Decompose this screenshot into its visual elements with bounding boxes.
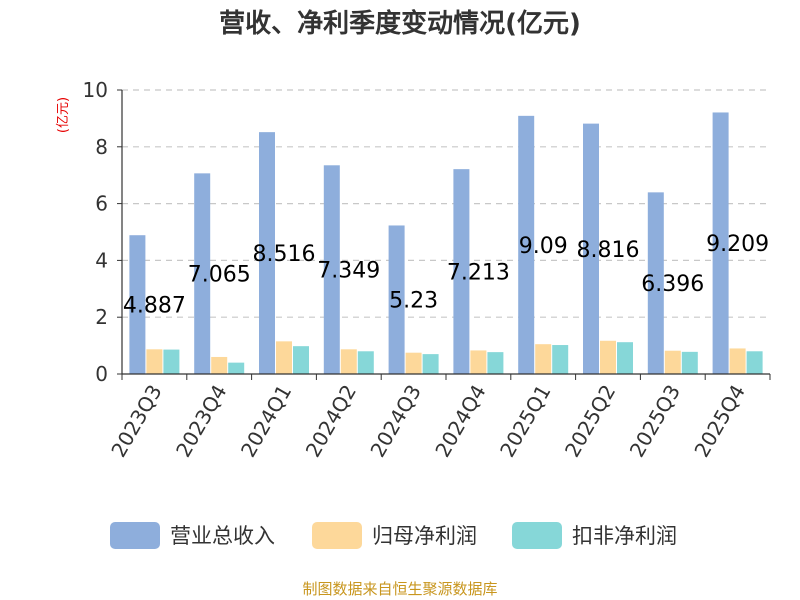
bar — [293, 346, 309, 374]
bar — [518, 115, 535, 375]
bar — [228, 362, 245, 374]
bar — [405, 352, 422, 374]
legend-label: 扣非净利润 — [572, 524, 677, 548]
x-tick-label: 2024Q2 — [301, 381, 361, 462]
data-label: 4.887 — [123, 294, 186, 319]
bar — [746, 351, 763, 374]
y-tick-label: 10 — [83, 78, 108, 102]
data-label: 8.816 — [577, 238, 640, 263]
y-axis: 0 2 4 6 8 10 — [83, 78, 123, 386]
bar — [552, 345, 569, 374]
bar — [357, 351, 374, 374]
chart-title: 营收、净利季度变动情况(亿元) — [219, 8, 581, 39]
data-label: 7.213 — [447, 261, 510, 286]
bar — [664, 350, 681, 374]
y-tick-label: 2 — [95, 305, 108, 329]
y-tick-label: 6 — [95, 192, 108, 216]
bar — [259, 132, 275, 374]
legend-swatch — [312, 522, 362, 549]
bar — [323, 165, 340, 374]
bar — [729, 348, 746, 374]
bar — [129, 235, 146, 374]
y-tick-label: 4 — [95, 248, 108, 272]
y-tick-label: 0 — [95, 362, 108, 386]
data-label: 6.396 — [641, 272, 704, 297]
legend-swatch — [110, 522, 160, 549]
x-tick-label: 2024Q4 — [430, 381, 490, 462]
x-tick-label: 2023Q4 — [171, 381, 231, 462]
bar — [453, 169, 470, 374]
bars — [129, 112, 763, 375]
data-label: 8.516 — [253, 242, 316, 267]
bar — [276, 341, 292, 374]
data-label: 9.09 — [519, 234, 568, 259]
bar — [194, 173, 211, 374]
bar — [681, 351, 698, 374]
bar — [600, 340, 616, 374]
bar — [163, 349, 180, 374]
data-label: 9.209 — [706, 232, 769, 257]
data-label: 5.23 — [389, 289, 438, 314]
bar — [617, 342, 633, 374]
y-axis-unit-label: (亿元) — [56, 97, 71, 133]
data-label: 7.065 — [188, 263, 251, 288]
x-tick-label: 2024Q1 — [236, 381, 296, 462]
legend-label: 归母净利润 — [372, 524, 477, 548]
bar — [388, 225, 405, 374]
legend-swatch — [512, 522, 562, 549]
x-tick-label: 2025Q2 — [560, 381, 620, 462]
bar — [340, 349, 357, 374]
bar — [470, 350, 487, 374]
bar — [211, 356, 228, 374]
bar — [146, 349, 163, 374]
bar — [712, 112, 729, 374]
bar — [647, 192, 664, 374]
x-tick-label: 2024Q3 — [365, 381, 425, 462]
x-tick-label: 2025Q4 — [689, 381, 749, 462]
y-tick-label: 8 — [95, 135, 108, 159]
x-tick-label: 2025Q1 — [495, 381, 555, 462]
legend: 营业总收入 归母净利润 扣非净利润 — [110, 522, 677, 549]
bar — [583, 123, 599, 374]
bar — [487, 352, 504, 374]
data-label: 7.349 — [317, 259, 380, 284]
x-tick-label: 2025Q3 — [625, 381, 685, 462]
legend-label: 营业总收入 — [170, 524, 275, 548]
x-axis: 2023Q3 2023Q4 2024Q1 2024Q2 2024Q3 2024Q4 2025… — [106, 373, 771, 462]
source-note: 制图数据来自恒生聚源数据库 — [302, 580, 497, 598]
bar — [422, 354, 439, 374]
x-tick-label: 2023Q3 — [106, 381, 166, 462]
bar — [535, 344, 552, 374]
